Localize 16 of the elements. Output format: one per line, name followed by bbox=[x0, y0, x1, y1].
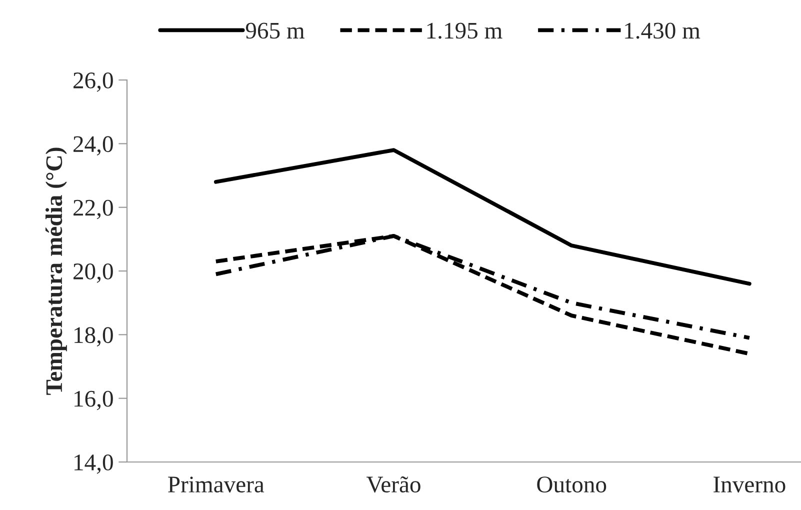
x-tick-label: Inverno bbox=[714, 476, 786, 493]
y-tick-label: 22,0 bbox=[74, 200, 113, 220]
line-series bbox=[214, 148, 752, 286]
y-axis-title: Temperatura média (°C) bbox=[45, 148, 67, 395]
y-tick-label: 20,0 bbox=[74, 263, 113, 283]
y-tick-label: 18,0 bbox=[74, 327, 113, 346]
y-tick-label: 14,0 bbox=[74, 454, 113, 474]
x-tick-label: Primavera bbox=[168, 476, 264, 493]
y-tick-label: 26,0 bbox=[74, 72, 113, 92]
legend-label: 965 m bbox=[246, 22, 304, 39]
y-tick-label: 24,0 bbox=[74, 136, 113, 156]
x-tick-label: Outono bbox=[537, 476, 606, 493]
x-tick-label: Verão bbox=[366, 476, 420, 493]
legend-label: 1.430 m bbox=[625, 22, 700, 39]
y-tick-label: 16,0 bbox=[74, 390, 113, 410]
legend-label: 1.195 m bbox=[427, 22, 502, 39]
